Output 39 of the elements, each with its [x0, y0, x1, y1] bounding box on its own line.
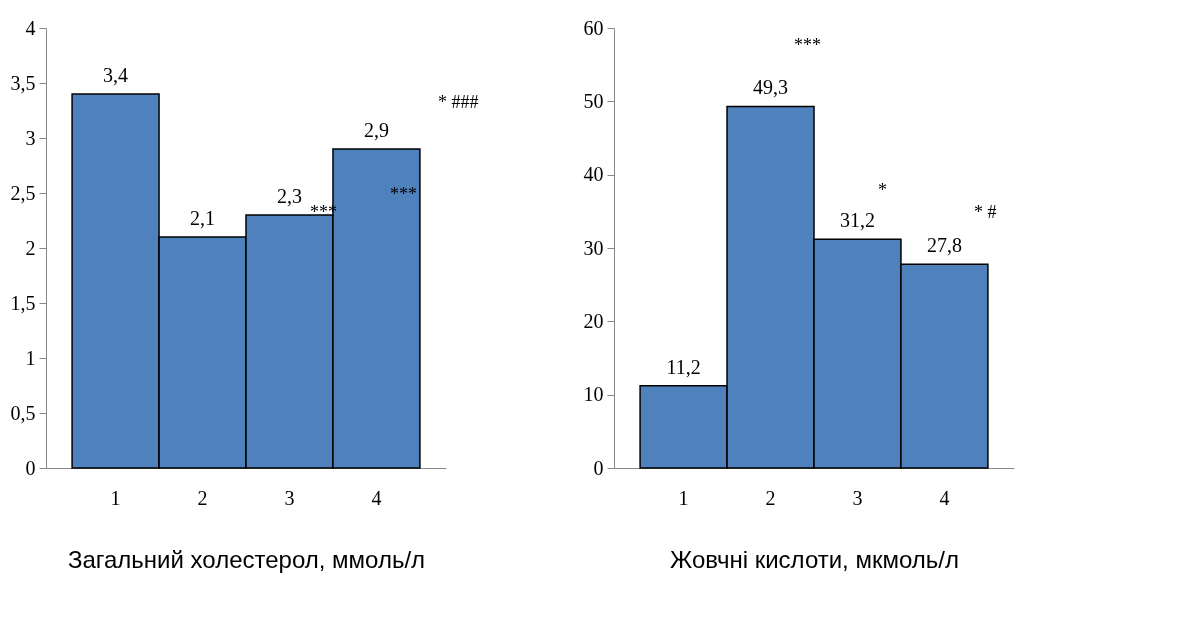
y-tick-label: 1 [25, 346, 36, 369]
x-axis-title: Загальний холестерол, ммоль/л [67, 545, 426, 573]
y-tick-label: 0 [593, 456, 604, 479]
y-tick-label: 50 [583, 89, 604, 112]
data-label: 2,9 [363, 119, 389, 141]
y-tick-label: 2,5 [10, 181, 36, 204]
annotation: *** [794, 34, 821, 55]
y-tick-label: 3,5 [10, 71, 36, 94]
x-tick-label: 3 [852, 486, 863, 509]
x-tick-label: 3 [284, 486, 295, 509]
data-label: 11,2 [666, 355, 701, 378]
annotation: * [878, 179, 887, 200]
x-tick-label: 1 [678, 486, 689, 509]
y-tick-label: 3 [25, 126, 36, 149]
x-tick-label: 4 [371, 486, 382, 509]
annotation: * # [974, 201, 997, 222]
y-tick-label: 30 [583, 236, 604, 259]
annotation: * ### [438, 91, 479, 112]
y-tick-label: 2 [25, 236, 36, 259]
data-label: 49,3 [753, 76, 789, 99]
x-axis-title: Жовчні кислоти, мкмоль/л [670, 545, 959, 573]
y-tick-label: 20 [583, 309, 604, 332]
y-tick-label: 0 [25, 456, 36, 479]
y-tick-label: 60 [583, 16, 604, 39]
x-tick-label: 4 [939, 486, 950, 509]
x-tick-label: 2 [197, 486, 208, 509]
x-tick-label: 2 [765, 486, 776, 509]
y-tick-label: 40 [583, 163, 604, 186]
annotation: *** [390, 184, 417, 205]
data-label: 3,4 [103, 64, 129, 86]
data-label: 2,1 [190, 207, 216, 229]
y-tick-label: 0,5 [10, 401, 36, 424]
data-label: 31,2 [839, 209, 875, 232]
y-tick-label: 10 [583, 383, 604, 406]
y-tick-label: 4 [25, 16, 36, 39]
y-tick-label: 1,5 [10, 291, 36, 314]
x-tick-label: 1 [110, 486, 121, 509]
data-label: 2,3 [276, 185, 302, 207]
data-label: 27,8 [926, 234, 962, 257]
